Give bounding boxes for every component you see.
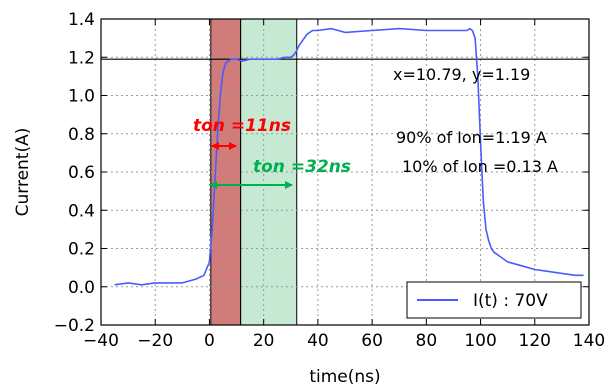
x-tick-label: 20 [253,331,275,351]
y-tick-label: 0.6 [68,163,95,183]
ton-red-annotation: ton =11ns [193,116,291,150]
legend: I(t) : 70V [406,281,582,319]
legend-label: I(t) : 70V [473,291,548,311]
x-tick-label: 80 [416,331,438,351]
x-axis-title: time(ns) [309,367,380,387]
y-tick-label: 1.0 [68,87,95,107]
y-tick-label: 1.4 [68,10,95,30]
y-tick-labels: −0.2 0.0 0.2 0.4 0.6 0.8 1.0 1.2 1.4 [54,10,95,336]
grid [101,19,589,325]
x-tick-label: 0 [204,331,215,351]
y-tick-label: 0.8 [68,125,95,145]
x-tick-label: 140 [573,331,605,351]
ton-green-label: ton =32ns [253,157,351,177]
y-tick-label: 0.0 [68,278,95,298]
y-axis-title: Current(A) [13,128,33,217]
y-tick-label: 1.2 [68,48,95,68]
y-tick-label: 0.2 [68,240,95,260]
ton-red-label: ton =11ns [193,116,291,136]
ton-green-annotation: ton =32ns [209,157,351,189]
y-tick-label: −0.2 [54,316,95,336]
y-tick-label: 0.4 [68,201,95,221]
series-layer [114,27,584,286]
legend-box [406,281,582,319]
cursor-readout: x=10.79, y=1.19 [393,65,530,84]
note-90-percent: 90% of Ion=1.19 A [396,128,547,147]
shaded-regions [210,18,298,326]
series-line-0 [114,27,584,286]
x-tick-label: 40 [307,331,329,351]
x-tick-label: 100 [464,331,496,351]
ticks [100,18,590,326]
x-tick-label: −20 [137,331,173,351]
x-tick-labels: −40 −20 0 20 40 60 80 100 120 140 [83,331,605,351]
x-tick-label: −40 [83,331,119,351]
note-10-percent: 10% of Ion =0.13 A [402,157,558,176]
x-tick-label: 120 [519,331,551,351]
x-tick-label: 60 [361,331,383,351]
